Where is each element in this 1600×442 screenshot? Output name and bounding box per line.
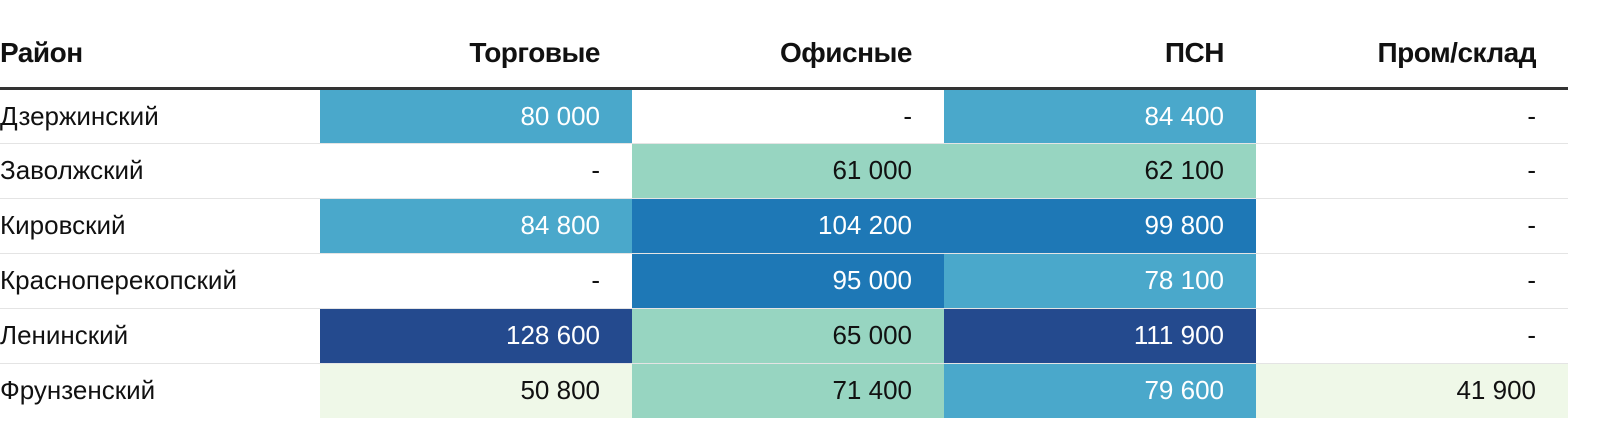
value-cell: - xyxy=(1256,143,1568,199)
header-row: Район Торговые Офисные ПСН Пром/склад xyxy=(0,0,1568,90)
value-cell: 79 600 xyxy=(944,363,1256,418)
district-label: Дзержинский xyxy=(0,88,320,144)
value-cell: - xyxy=(320,253,632,309)
column-header-retail: Торговые xyxy=(320,0,632,90)
price-heatmap-table: Район Торговые Офисные ПСН Пром/склад Дз… xyxy=(0,0,1568,418)
table-row: Фрунзенский 50 800 71 400 79 600 41 900 xyxy=(0,363,1568,418)
table-row: Ленинский 128 600 65 000 111 900- xyxy=(0,308,1568,364)
table-row: Красноперекопский -95 000 78 100- xyxy=(0,253,1568,309)
table-row: Дзержинский 80 000-84 400- xyxy=(0,88,1568,144)
value-cell: - xyxy=(320,143,632,199)
value-cell: 104 200 xyxy=(632,198,944,254)
value-cell: - xyxy=(1256,198,1568,254)
value-cell: 84 800 xyxy=(320,198,632,254)
column-header-psn: ПСН xyxy=(944,0,1256,90)
value-cell: 50 800 xyxy=(320,363,632,418)
value-cell: - xyxy=(1256,308,1568,364)
value-cell: 84 400 xyxy=(944,88,1256,144)
table-row: Кировский 84 800 104 200 99 800- xyxy=(0,198,1568,254)
table-body: Дзержинский 80 000-84 400- Заволжский -61 0… xyxy=(0,88,1568,418)
column-header-industrial-warehouse: Пром/склад xyxy=(1256,0,1568,90)
column-header-office: Офисные xyxy=(632,0,944,90)
value-cell: 41 900 xyxy=(1256,363,1568,418)
table-row: Заволжский -61 000 62 100- xyxy=(0,143,1568,199)
table-header: Район Торговые Офисные ПСН Пром/склад xyxy=(0,0,1568,90)
district-label: Ленинский xyxy=(0,308,320,364)
value-cell: 99 800 xyxy=(944,198,1256,254)
district-label: Красноперекопский xyxy=(0,253,320,309)
value-cell: 71 400 xyxy=(632,363,944,418)
value-cell: 65 000 xyxy=(632,308,944,364)
value-cell: 78 100 xyxy=(944,253,1256,309)
column-header-district: Район xyxy=(0,0,320,90)
district-label: Кировский xyxy=(0,198,320,254)
heatmap-table-container: Район Торговые Офисные ПСН Пром/склад Дз… xyxy=(0,0,1568,418)
value-cell: 62 100 xyxy=(944,143,1256,199)
value-cell: 80 000 xyxy=(320,88,632,144)
value-cell: - xyxy=(632,88,944,144)
value-cell: - xyxy=(1256,88,1568,144)
value-cell: 128 600 xyxy=(320,308,632,364)
value-cell: 111 900 xyxy=(944,308,1256,364)
value-cell: - xyxy=(1256,253,1568,309)
district-label: Фрунзенский xyxy=(0,375,156,406)
value-cell: 61 000 xyxy=(632,143,944,199)
district-label: Заволжский xyxy=(0,143,320,199)
value-cell: 95 000 xyxy=(632,253,944,309)
